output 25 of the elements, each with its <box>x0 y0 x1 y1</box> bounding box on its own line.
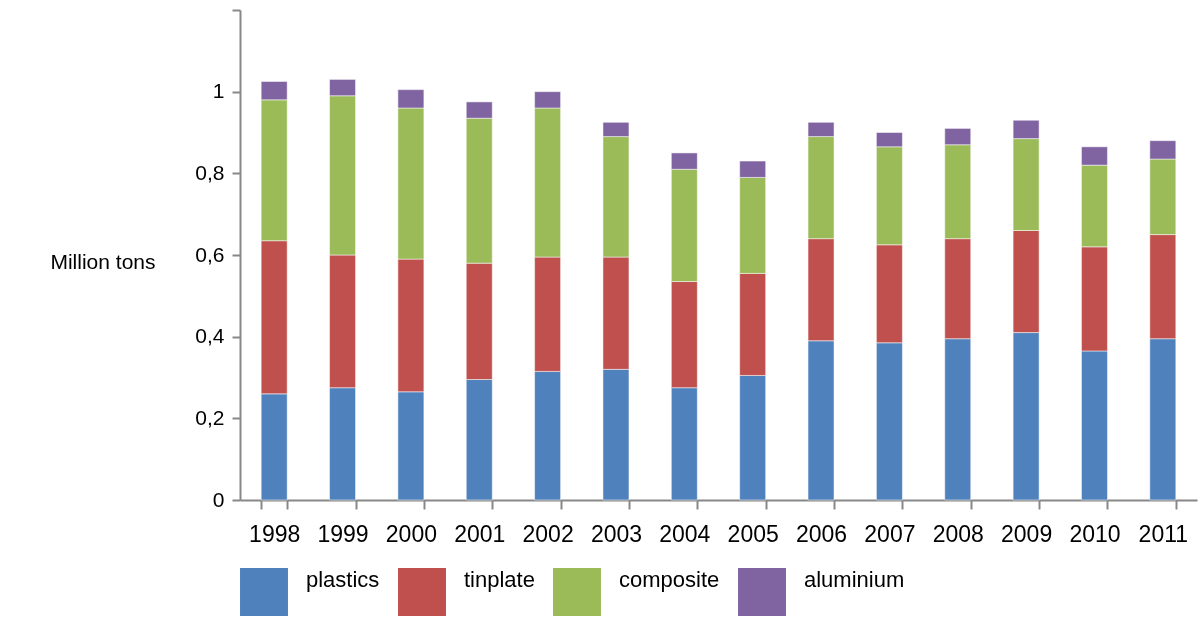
legend-label: aluminium <box>804 567 905 593</box>
x-tick-label: 2008 <box>932 520 984 547</box>
y-tick-label: 0 <box>212 487 225 511</box>
y-tick-label: 1 <box>212 79 225 103</box>
x-tick-label: 2011 <box>1138 520 1189 547</box>
y-tick-label: 0,4 <box>195 324 225 348</box>
x-tick-label: 2002 <box>522 520 574 547</box>
y-tick-label: 0,6 <box>195 242 225 266</box>
x-tick-label: 1998 <box>249 520 301 547</box>
x-tick-label: 2005 <box>727 520 779 547</box>
legend-label: plastics <box>306 567 380 593</box>
x-tick-label: 2007 <box>864 520 916 547</box>
x-tick-label: 1999 <box>317 520 369 547</box>
x-tick-label: 2009 <box>1001 520 1053 547</box>
x-tick-label: 2006 <box>795 520 848 547</box>
x-tick-label: 2001 <box>454 520 506 547</box>
x-tick-label: 2000 <box>385 520 437 547</box>
x-tick-label: 2003 <box>590 520 643 547</box>
x-tick-label: 2004 <box>659 520 711 547</box>
y-tick-label: 0,8 <box>195 160 225 184</box>
y-tick-label: 0,2 <box>195 405 225 429</box>
x-tick-label: 2010 <box>1069 520 1121 547</box>
legend-label: composite <box>619 567 720 593</box>
y-axis-title: Million tons <box>50 249 156 273</box>
legend-label: tinplate <box>464 567 535 593</box>
